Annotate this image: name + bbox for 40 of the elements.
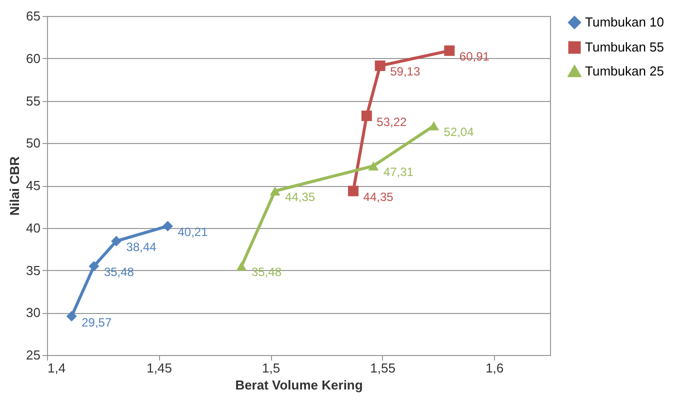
x-tick-label: 1,5	[262, 360, 280, 376]
x-tick-label: 1,45	[146, 360, 172, 376]
x-tick-label: 1,6	[486, 360, 504, 376]
data-label: 53,22	[376, 114, 408, 129]
y-tick-label: 35	[26, 262, 40, 278]
legend-label: Tumbukan 55	[585, 40, 664, 54]
y-tick-label: 40	[26, 220, 40, 236]
x-tick-label: 1,4	[48, 360, 66, 376]
y-tick-label: 60	[26, 50, 40, 66]
data-label: 29,57	[82, 315, 112, 330]
point	[444, 45, 455, 56]
y-tick-label: 50	[26, 136, 40, 151]
point	[236, 262, 247, 271]
x-tick-label: 1,55	[370, 360, 396, 376]
x-axis-title: Berat Volume Kering	[235, 378, 363, 392]
data-label: 59,13	[390, 64, 420, 79]
y-tick-label: 25	[26, 348, 40, 362]
point	[368, 161, 379, 170]
data-label: 44,35	[363, 190, 394, 204]
y-tick-label: 45	[26, 178, 40, 193]
y-tick-label: 65	[26, 8, 40, 24]
point	[428, 121, 439, 130]
point	[361, 110, 372, 122]
legend-label: Tumbukan 25	[585, 64, 664, 78]
point	[111, 236, 122, 246]
data-label: 38,44	[126, 240, 157, 254]
data-label: 47,31	[383, 164, 414, 179]
data-label: 52,04	[444, 124, 474, 139]
y-axis-title: Nilai CBR	[7, 156, 22, 216]
point	[374, 60, 386, 71]
point	[348, 186, 359, 196]
data-label: 44,35	[285, 190, 316, 204]
point	[270, 186, 280, 196]
point	[162, 220, 173, 232]
y-tick-label: 55	[26, 93, 40, 108]
data-label: 40,21	[178, 225, 208, 240]
y-tick-label: 30	[26, 305, 40, 320]
point	[88, 260, 100, 272]
legend-label: Tumbukan 10	[585, 14, 664, 30]
point	[66, 311, 77, 322]
